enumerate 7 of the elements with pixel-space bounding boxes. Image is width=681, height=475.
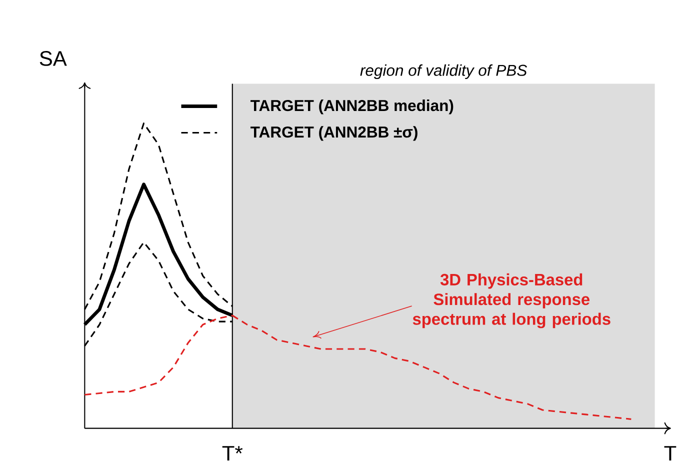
legend-label: TARGET (ANN2BB median) bbox=[250, 100, 454, 114]
annotation: 3D Physics-Based Simulated response spectrum at long periods bbox=[412, 274, 610, 328]
text: T* bbox=[222, 446, 243, 461]
y-axis-title: SA bbox=[40, 51, 67, 66]
legend-label: TARGET (ANN2BB ±σ) bbox=[250, 126, 418, 141]
text: region of validity of PBS bbox=[360, 64, 528, 80]
x-axis-title: T bbox=[664, 446, 676, 461]
